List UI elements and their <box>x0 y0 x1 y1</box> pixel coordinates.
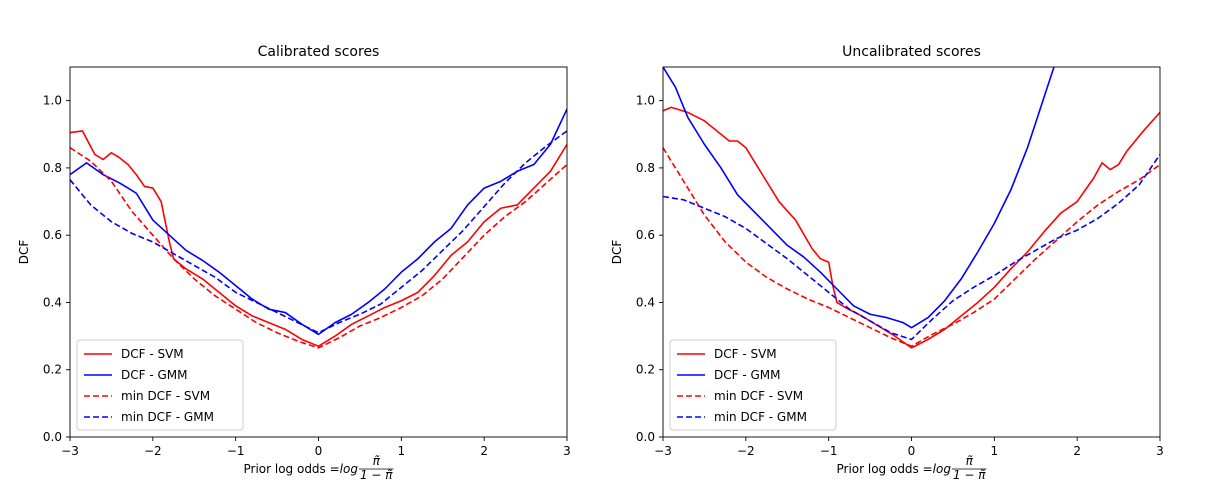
series-group <box>70 108 567 349</box>
legend-label: DCF - GMM <box>714 368 781 382</box>
x-tick-label: 3 <box>563 444 571 458</box>
x-tick-label: 1 <box>398 444 406 458</box>
x-tick-label: −2 <box>737 444 755 458</box>
legend-label: DCF - SVM <box>714 347 777 361</box>
series-line-2 <box>663 67 1055 329</box>
x-axis-label: Prior log odds = log π̃1 − π̃ <box>243 454 394 482</box>
chart-title: Uncalibrated scores <box>842 44 981 60</box>
y-tick-label: 1.0 <box>43 94 62 108</box>
x-tick-label: 1 <box>991 444 999 458</box>
y-tick-label: 0.0 <box>636 430 655 444</box>
x-tick-label: 2 <box>480 444 488 458</box>
series-line-3 <box>663 147 1160 347</box>
legend-label: min DCF - SVM <box>714 389 803 403</box>
legend-label: min DCF - GMM <box>121 410 214 424</box>
x-axis-label-numerator: π̃ <box>373 454 381 468</box>
legend-label: DCF - GMM <box>121 368 188 382</box>
x-axis-label-log: log <box>933 462 952 476</box>
y-tick-label: 1.0 <box>636 94 655 108</box>
y-tick-label: 0.4 <box>636 295 655 309</box>
y-tick-label: 0.8 <box>43 161 62 175</box>
y-tick-label: 0.0 <box>43 430 62 444</box>
x-axis-label-numerator: π̃ <box>966 454 974 468</box>
x-tick-label: −3 <box>61 444 79 458</box>
x-axis-label-log: log <box>340 462 359 476</box>
y-tick-label: 0.2 <box>636 363 655 377</box>
chart-panel-2: −3 −2 −1 0 1 2 3 0.0 0.2 0.4 0.6 0.8 1.0 Uncalibrated… <box>610 44 1164 482</box>
series-line-1 <box>70 130 567 347</box>
y-tick-label: 0.2 <box>43 363 62 377</box>
legend-box <box>76 339 244 431</box>
chart-title: Calibrated scores <box>258 44 380 60</box>
series-line-2 <box>70 108 567 336</box>
y-tick-label: 0.8 <box>636 161 655 175</box>
x-tick-label: −1 <box>820 444 838 458</box>
series-line-4 <box>70 130 567 334</box>
y-tick-label: 0.6 <box>636 228 655 242</box>
legend-box <box>669 339 837 431</box>
y-tick-label: 0.6 <box>43 228 62 242</box>
legend-label: DCF - SVM <box>121 347 184 361</box>
y-tick-label: 0.4 <box>43 295 62 309</box>
series-line-1 <box>663 106 1160 349</box>
x-tick-label: 0 <box>908 444 916 458</box>
chart-panel-1: −3 −2 −1 0 1 2 3 0.0 0.2 0.4 0.6 0.8 1.0 Calibrated s… <box>17 44 571 482</box>
x-axis-label-text: Prior log odds = <box>243 462 339 476</box>
x-axis-label: Prior log odds = log π̃1 − π̃ <box>836 454 987 482</box>
x-axis-label-denominator: 1 − π̃ <box>953 468 986 482</box>
legend: DCF - SVM DCF - GMM min DCF - SVM min DCF -… <box>669 339 837 431</box>
series-line-4 <box>663 153 1160 341</box>
series-group <box>663 67 1160 349</box>
y-axis-label: DCF <box>17 240 31 265</box>
series-line-3 <box>70 147 567 349</box>
y-axis-label: DCF <box>610 240 624 265</box>
legend-label: min DCF - GMM <box>714 410 807 424</box>
x-tick-label: −3 <box>654 444 672 458</box>
x-axis-label-text: Prior log odds = <box>836 462 932 476</box>
x-tick-label: −2 <box>144 444 162 458</box>
x-tick-label: 2 <box>1073 444 1081 458</box>
legend-label: min DCF - SVM <box>121 389 210 403</box>
x-axis-label-denominator: 1 − π̃ <box>360 468 393 482</box>
x-tick-label: 0 <box>315 444 323 458</box>
x-tick-label: 3 <box>1156 444 1164 458</box>
legend: DCF - SVM DCF - GMM min DCF - SVM min DCF -… <box>76 339 244 431</box>
x-tick-label: −1 <box>227 444 245 458</box>
